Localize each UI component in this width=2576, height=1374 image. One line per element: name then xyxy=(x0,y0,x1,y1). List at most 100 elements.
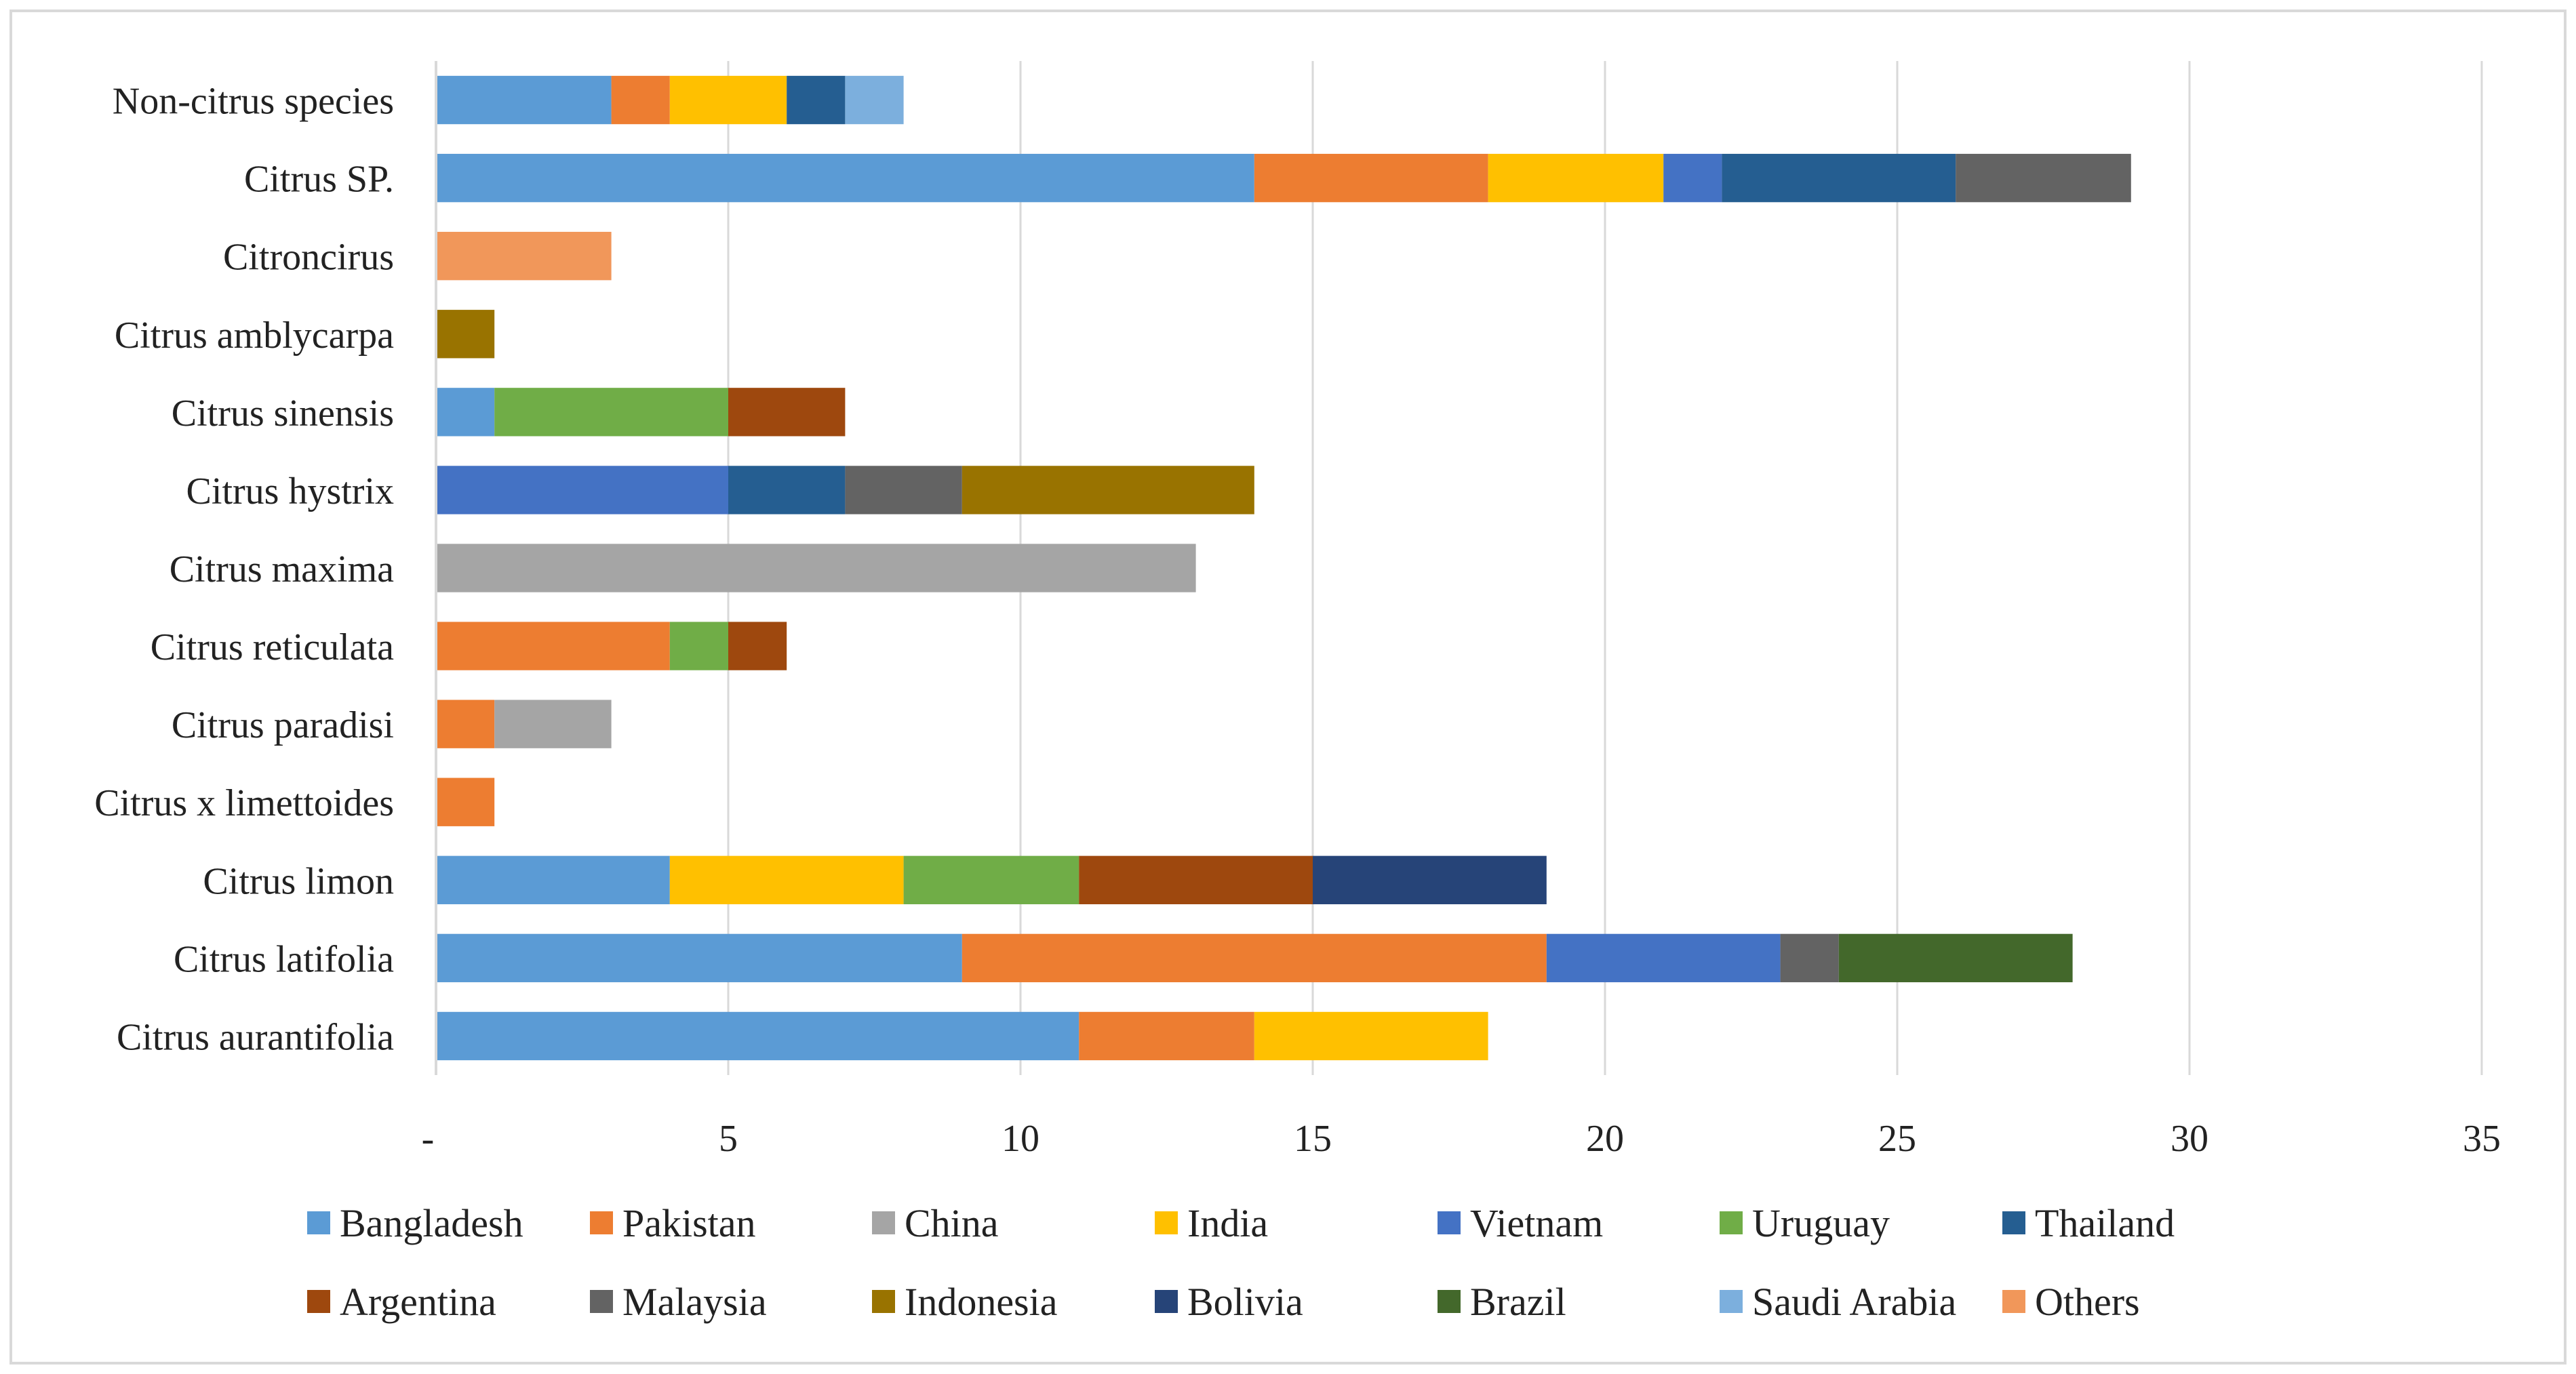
bar-citrus-amblycarpa-indonesia xyxy=(436,310,495,359)
category-label-citrus-reticulata: Citrus reticulata xyxy=(151,626,394,668)
bar-citrus-sp-thailand xyxy=(1722,153,1956,203)
legend-label-brazil: Brazil xyxy=(1470,1280,1566,1324)
legend-label-saudi-arabia: Saudi Arabia xyxy=(1752,1280,1956,1324)
bar-citrus-limon-bolivia xyxy=(1313,855,1547,904)
legend-label-uruguay: Uruguay xyxy=(1752,1201,1890,1245)
bar-citrus-reticulata-pakistan xyxy=(436,622,670,670)
legend-label-thailand: Thailand xyxy=(2035,1201,2175,1245)
legend-swatch-india xyxy=(1155,1211,1178,1234)
legend-label-china: China xyxy=(905,1201,999,1245)
legend-item-bangladesh: Bangladesh xyxy=(307,1201,523,1245)
legend-swatch-vietnam xyxy=(1438,1211,1461,1234)
x-tick-labels: - 5 10 15 20 25 30 35 xyxy=(422,1118,2501,1160)
bar-citrus-aurantifolia-india xyxy=(1254,1011,1488,1061)
legend-item-thailand: Thailand xyxy=(2002,1201,2175,1245)
x-tick-label-zero: - xyxy=(422,1118,435,1160)
category-label-citrus-sinensis: Citrus sinensis xyxy=(172,392,394,435)
bar-citrus-hystrix-indonesia xyxy=(962,466,1254,514)
bar-citrus-limon-india xyxy=(669,855,904,904)
bar-citrus-latifolia-pakistan xyxy=(962,933,1547,983)
legend-label-bangladesh: Bangladesh xyxy=(340,1201,523,1245)
bar-citrus-latifolia-malaysia xyxy=(1780,933,1839,983)
legend-item-argentina: Argentina xyxy=(307,1280,496,1324)
x-tick-label-35: 35 xyxy=(2463,1118,2501,1160)
legend-item-india: India xyxy=(1155,1201,1268,1245)
legend-swatch-saudi-arabia xyxy=(1720,1290,1743,1313)
bar-citrus-sinensis-bangladesh xyxy=(436,388,495,437)
bar-citrus-sinensis-uruguay xyxy=(494,388,728,437)
chart-frame: Non-citrus species Citrus SP. Citroncirus C… xyxy=(9,9,2567,1365)
bar-citrus-hystrix-vietnam xyxy=(436,466,728,514)
bar-citrus-limon-bangladesh xyxy=(436,855,670,904)
legend-item-saudi-arabia: Saudi Arabia xyxy=(1720,1280,1956,1324)
bar-citrus-latifolia-vietnam xyxy=(1546,933,1781,983)
category-label-citrus-aurantifolia: Citrus aurantifolia xyxy=(117,1016,394,1058)
legend-swatch-uruguay xyxy=(1720,1211,1743,1234)
bar-citrus-sp-vietnam xyxy=(1663,153,1722,203)
bar-citrus-limon-argentina xyxy=(1079,855,1313,904)
bar-non-citrus-species-pakistan xyxy=(611,75,670,125)
bar-citrus-paradisi-china xyxy=(494,700,612,748)
legend-label-india: India xyxy=(1187,1201,1268,1245)
bar-non-citrus-species-india xyxy=(669,75,787,125)
bar-citrus-sp-pakistan xyxy=(1254,153,1488,203)
legend-swatch-brazil xyxy=(1438,1290,1461,1313)
category-label-citrus-paradisi: Citrus paradisi xyxy=(172,704,394,746)
legend-label-indonesia: Indonesia xyxy=(905,1280,1058,1324)
category-label-citrus-latifolia: Citrus latifolia xyxy=(174,938,394,980)
legend-item-indonesia: Indonesia xyxy=(872,1280,1058,1324)
legend-item-malaysia: Malaysia xyxy=(590,1280,767,1324)
legend-swatch-pakistan xyxy=(590,1211,613,1234)
legend-label-argentina: Argentina xyxy=(340,1280,496,1324)
legend-label-malaysia: Malaysia xyxy=(622,1280,767,1324)
x-tick-label-15: 15 xyxy=(1294,1118,1332,1160)
legend-label-pakistan: Pakistan xyxy=(622,1201,756,1245)
gridlines xyxy=(727,61,2483,1075)
category-labels: Non-citrus species Citrus SP. Citroncirus C… xyxy=(94,81,394,1059)
bar-citrus-aurantifolia-pakistan xyxy=(1079,1011,1254,1061)
x-tick-label-5: 5 xyxy=(719,1118,738,1160)
bar-citrus-sp-bangladesh xyxy=(436,153,1254,203)
bar-citrus-maxima-china xyxy=(436,544,1196,592)
legend-swatch-indonesia xyxy=(872,1290,895,1313)
x-tick-label-30: 30 xyxy=(2171,1118,2208,1160)
legend-swatch-argentina xyxy=(307,1290,330,1313)
category-label-citrus-limon: Citrus limon xyxy=(203,860,394,902)
category-label-non-citrus-species: Non-citrus species xyxy=(113,81,394,123)
bar-non-citrus-species-thailand xyxy=(787,75,846,125)
bar-citrus-aurantifolia-bangladesh xyxy=(436,1011,1079,1061)
x-tick-label-10: 10 xyxy=(1002,1118,1039,1160)
legend-swatch-bangladesh xyxy=(307,1211,330,1234)
bars xyxy=(436,75,2131,1061)
legend-item-bolivia: Bolivia xyxy=(1155,1280,1303,1324)
bar-citrus-latifolia-brazil xyxy=(1838,933,2073,983)
legend-item-uruguay: Uruguay xyxy=(1720,1201,1890,1245)
bar-non-citrus-species-saudi-arabia xyxy=(845,75,904,125)
bar-citrus-hystrix-malaysia xyxy=(845,466,962,514)
bar-citrus-hystrix-thailand xyxy=(728,466,846,514)
bar-citrus-sinensis-argentina xyxy=(728,388,846,437)
bar-citrus-limon-uruguay xyxy=(903,855,1079,904)
legend: Bangladesh Pakistan China India Vietnam Urugu… xyxy=(307,1201,2175,1324)
x-tick-label-20: 20 xyxy=(1586,1118,1624,1160)
legend-swatch-thailand xyxy=(2002,1211,2025,1234)
bar-non-citrus-species-bangladesh xyxy=(436,75,612,125)
bar-citrus-reticulata-uruguay xyxy=(669,622,728,670)
stacked-bar-chart: Non-citrus species Citrus SP. Citroncirus C… xyxy=(94,61,2501,1324)
bar-citrus-paradisi-pakistan xyxy=(436,700,495,748)
category-label-citroncirus: Citroncirus xyxy=(223,237,394,279)
legend-swatch-china xyxy=(872,1211,895,1234)
bar-citrus-sp-india xyxy=(1488,153,1664,203)
legend-item-brazil: Brazil xyxy=(1438,1280,1566,1324)
category-label-citrus-sp: Citrus SP. xyxy=(244,159,394,201)
legend-label-vietnam: Vietnam xyxy=(1470,1201,1603,1245)
legend-item-china: China xyxy=(872,1201,999,1245)
legend-label-bolivia: Bolivia xyxy=(1187,1280,1303,1324)
bar-citroncirus-others xyxy=(436,232,612,281)
legend-item-pakistan: Pakistan xyxy=(590,1201,756,1245)
x-tick-label-25: 25 xyxy=(1878,1118,1916,1160)
legend-swatch-bolivia xyxy=(1155,1290,1178,1313)
legend-label-others: Others xyxy=(2035,1280,2140,1324)
category-label-citrus-amblycarpa: Citrus amblycarpa xyxy=(115,315,394,357)
legend-swatch-malaysia xyxy=(590,1290,613,1313)
